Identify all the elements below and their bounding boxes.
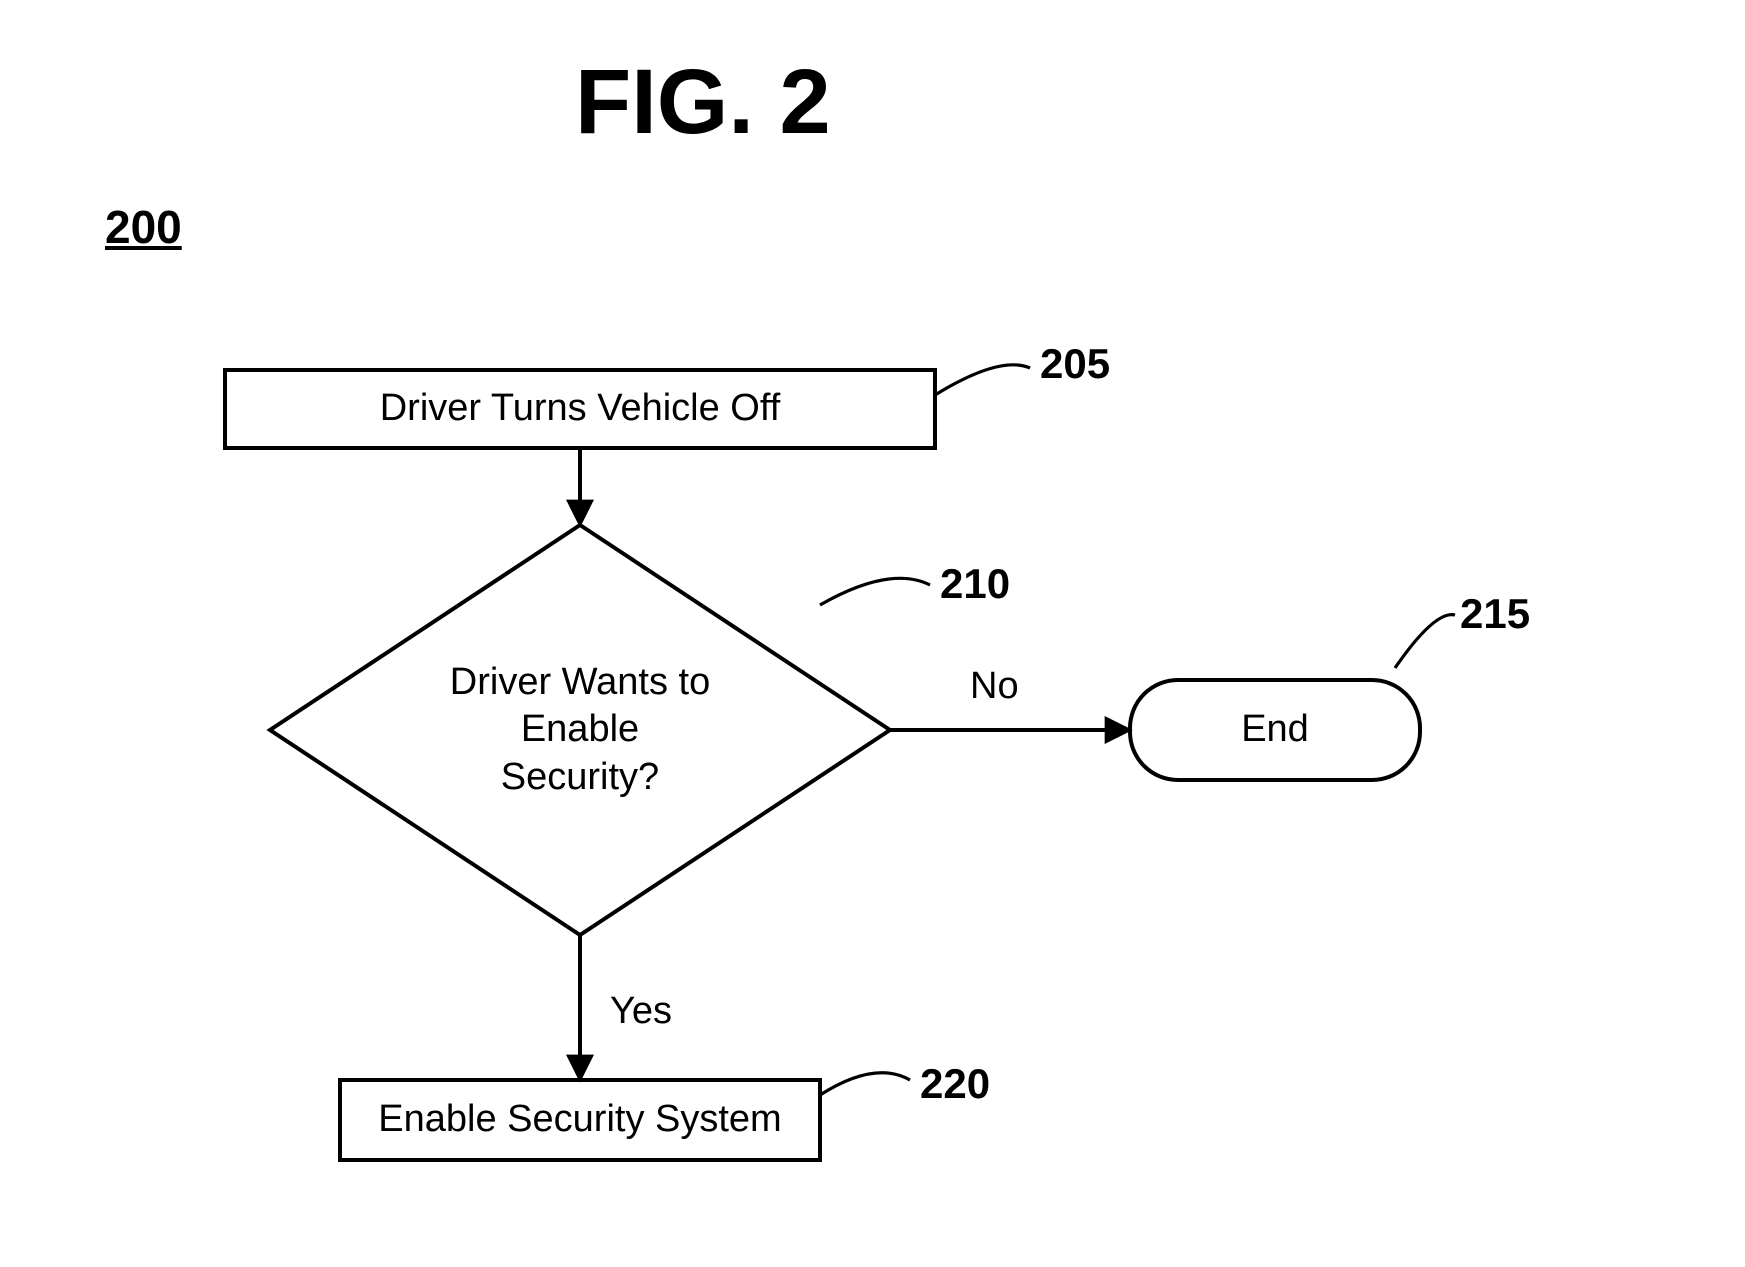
process-text-n205: Driver Turns Vehicle Off — [225, 370, 935, 448]
ref-n220: 220 — [920, 1060, 990, 1108]
ref-n215: 215 — [1460, 590, 1530, 638]
ref-n210: 210 — [940, 560, 1010, 608]
edge-label-no: No — [970, 665, 1019, 708]
terminator-text-n215: End — [1130, 680, 1420, 780]
process-text-n220: Enable Security System — [340, 1080, 820, 1160]
ref-n205: 205 — [1040, 340, 1110, 388]
figure-canvas: FIG. 2 200 Driver Turns Vehicle Off205Dr… — [0, 0, 1745, 1267]
edge-label-yes: Yes — [610, 990, 672, 1033]
decision-text-n210: Driver Wants to Enable Security? — [394, 617, 766, 843]
